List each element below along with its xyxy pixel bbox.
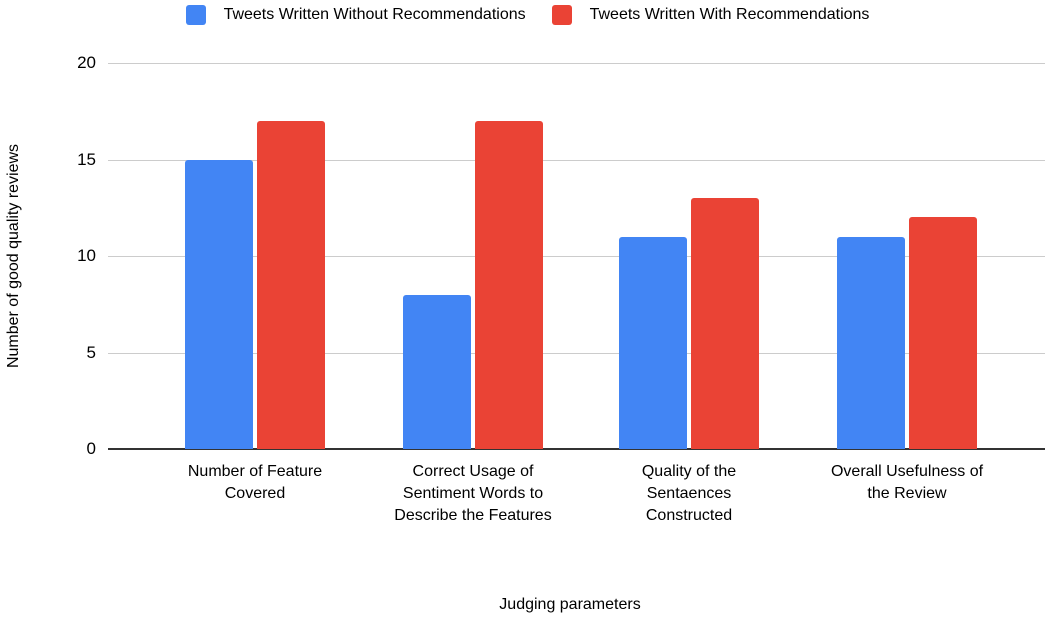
gridline-15 xyxy=(108,159,1045,161)
legend-item-without-recommendations: Tweets Written Without Recommendations xyxy=(185,3,526,27)
legend-label-with-recommendations: Tweets Written With Recommendations xyxy=(589,6,870,23)
bar-series0-cat0 xyxy=(185,159,253,449)
x-category-label-3: Overall Usefulness of the Review xyxy=(830,463,984,502)
x-category-label-1: Correct Usage of Sentiment Words to Desc… xyxy=(394,463,552,524)
y-tick-label-0: 0 xyxy=(86,439,96,458)
bar-series1-cat0 xyxy=(257,120,325,449)
legend-swatch-red-icon xyxy=(551,5,572,25)
y-tick-label-15: 15 xyxy=(77,149,96,169)
y-tick-label-5: 5 xyxy=(86,342,96,362)
x-category-label-0: Number of Feature Covered xyxy=(187,463,323,502)
legend-item-with-recommendations: Tweets Written With Recommendations xyxy=(551,3,870,27)
legend-swatch-blue-icon xyxy=(185,5,206,25)
bar-series0-cat3 xyxy=(837,236,905,449)
bar-series0-cat1 xyxy=(403,294,471,449)
bar-series1-cat1 xyxy=(475,120,543,449)
chart-legend: Tweets Written Without Recommendations T… xyxy=(0,3,1055,27)
bar-series1-cat2 xyxy=(691,198,759,449)
bar-series1-cat3 xyxy=(909,217,977,449)
x-axis-line xyxy=(108,448,1045,450)
y-tick-label-10: 10 xyxy=(77,246,96,265)
y-axis-title: Number of good quality reviews xyxy=(5,143,22,369)
gridline-20 xyxy=(108,63,1045,64)
legend-label-without-recommendations: Tweets Written Without Recommendations xyxy=(223,6,526,23)
gridline-5 xyxy=(108,352,1045,354)
x-axis-title: Judging parameters xyxy=(499,596,641,613)
x-category-label-2: Quality of the Sentaences Constructed xyxy=(641,463,737,524)
gridline-10 xyxy=(108,256,1045,257)
y-tick-label-20: 20 xyxy=(77,53,96,72)
bar-series0-cat2 xyxy=(619,236,687,449)
